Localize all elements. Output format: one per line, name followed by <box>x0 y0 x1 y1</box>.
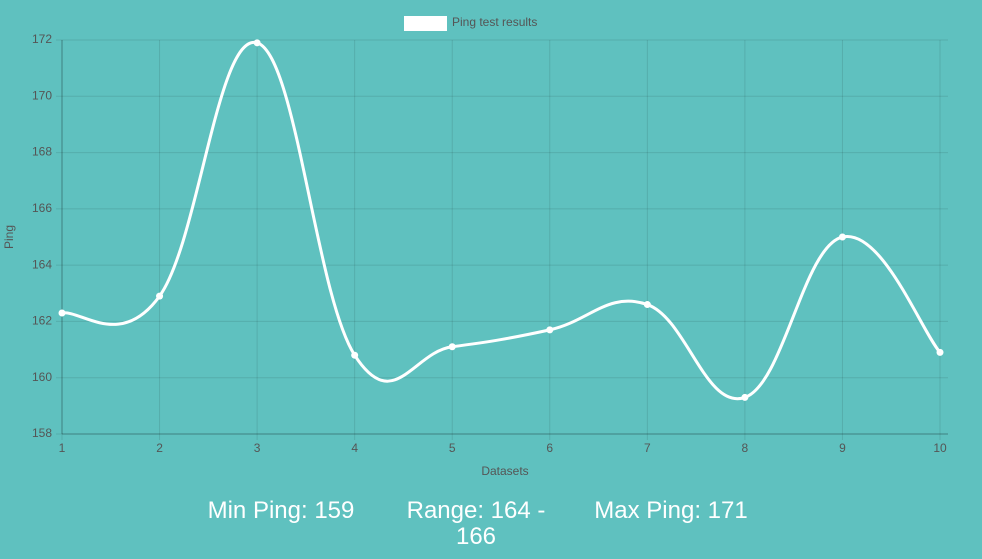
x-tick-label: 2 <box>156 441 163 455</box>
chart: Ping test results Ping Datasets 15816016… <box>2 15 948 478</box>
legend-swatch <box>404 16 447 31</box>
point <box>838 233 846 241</box>
y-tick-label: 162 <box>32 314 52 328</box>
y-tick-label: 168 <box>32 145 52 159</box>
point <box>253 39 261 47</box>
y-tick-label: 164 <box>32 257 52 271</box>
x-tick-label: 1 <box>59 441 66 455</box>
point <box>351 351 359 359</box>
point <box>741 393 749 401</box>
x-tick-label: 3 <box>254 441 261 455</box>
x-tick-label: 8 <box>742 441 749 455</box>
point <box>643 301 651 309</box>
max-ping: Max Ping: 171 <box>594 497 748 524</box>
line <box>61 41 942 401</box>
point <box>156 292 164 300</box>
y-tick-label: 170 <box>32 88 52 102</box>
point <box>448 343 456 351</box>
point <box>936 348 944 356</box>
point <box>546 326 554 334</box>
point <box>58 309 66 317</box>
x-tick-label: 4 <box>351 441 358 455</box>
x-tick-label: 9 <box>839 441 846 455</box>
y-tick-label: 160 <box>32 370 52 384</box>
legend-label: Ping test results <box>452 15 537 29</box>
x-tick-label: 7 <box>644 441 651 455</box>
x-tick-label: 6 <box>546 441 553 455</box>
x-tick-label: 10 <box>933 441 947 455</box>
min-ping: Min Ping: 159 <box>207 497 355 524</box>
y-tick-label: 166 <box>32 201 52 215</box>
y-tick-label: 172 <box>32 32 52 46</box>
range: Range: 164 - 166 <box>406 497 546 550</box>
y-axis-label: Ping <box>2 225 16 249</box>
x-axis-label: Datasets <box>481 464 528 478</box>
y-tick-label: 158 <box>32 426 52 440</box>
x-tick-label: 5 <box>449 441 456 455</box>
